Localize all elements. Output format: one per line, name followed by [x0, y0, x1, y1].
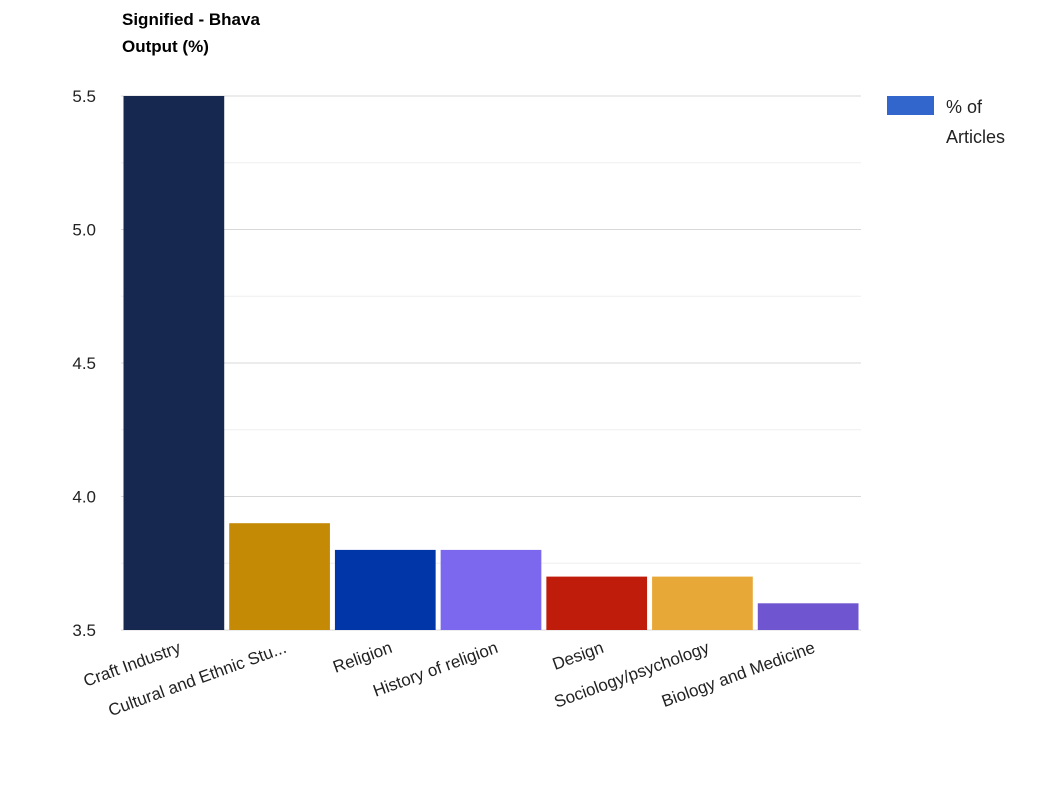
- y-tick-label: 5.5: [72, 87, 96, 106]
- bar: [652, 576, 753, 630]
- bar: [123, 96, 225, 630]
- bar: [334, 549, 436, 630]
- x-category-label: Design: [550, 638, 606, 674]
- legend-label-line-1: % of: [946, 97, 983, 117]
- y-tick-label: 3.5: [72, 621, 96, 640]
- bar: [229, 523, 330, 630]
- legend: % of Articles: [887, 96, 1005, 147]
- bars: [123, 96, 859, 630]
- y-axis-ticks: 3.5 4.0 4.5 5.0 5.5: [72, 87, 96, 640]
- legend-label-line-2: Articles: [946, 127, 1005, 147]
- legend-swatch: [887, 96, 934, 115]
- x-category-label: Cultural and Ethnic Stu...: [106, 638, 289, 720]
- chart-title-line-1: Signified - Bhava: [122, 10, 260, 29]
- bar: [546, 576, 648, 630]
- y-tick-label: 4.0: [72, 488, 96, 507]
- y-tick-label: 4.5: [72, 354, 96, 373]
- bar: [757, 603, 859, 630]
- bar: [440, 549, 542, 630]
- chart-title: Signified - Bhava Output (%): [122, 10, 260, 56]
- chart-title-line-2: Output (%): [122, 37, 209, 56]
- y-tick-label: 5.0: [72, 221, 96, 240]
- x-category-label: Religion: [330, 638, 394, 677]
